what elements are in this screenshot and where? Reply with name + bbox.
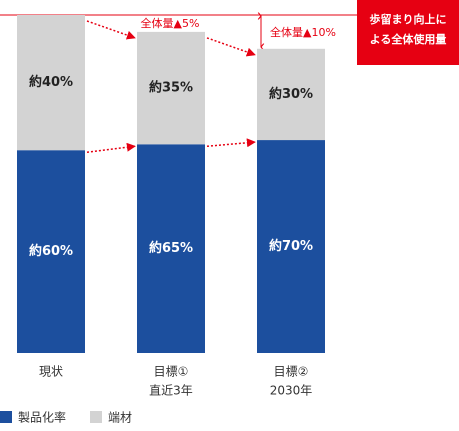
annotation: 全体量▲5% [141, 16, 200, 30]
x-tick-label: 直近3年 [149, 384, 193, 398]
legend-label: 端材 [108, 411, 132, 425]
value-label: 約40% [29, 74, 73, 90]
x-tick-label: 2030年 [270, 384, 313, 398]
bar-segment [257, 140, 325, 353]
annotation: 全体量▲10% [270, 25, 336, 39]
x-tick-label: 目標① [154, 365, 189, 379]
x-tick-label: 現状 [39, 365, 63, 379]
connector-arrow [206, 138, 256, 148]
legend-swatch [0, 411, 12, 423]
bar-segment [137, 31, 205, 145]
bar-segment [257, 48, 325, 141]
legend-swatch [90, 411, 102, 423]
callout-text: 歩留まり向上に [370, 12, 447, 26]
value-label: 約70% [269, 238, 313, 254]
bar-segment [17, 15, 85, 151]
connector-arrow [86, 142, 136, 153]
bar-segment [137, 144, 205, 353]
bar-segment [17, 150, 85, 353]
callout-box [357, 0, 459, 65]
x-tick-label: 目標② [274, 365, 309, 379]
value-label: 約35% [149, 80, 193, 96]
connector-arrow [86, 20, 136, 40]
value-label: 約30% [269, 86, 313, 102]
value-label: 約60% [29, 243, 73, 259]
value-label: 約65% [149, 240, 193, 256]
callout-text: よる全体使用量 [370, 32, 447, 46]
legend-label: 製品化率 [18, 410, 66, 425]
connector-arrow [206, 37, 256, 57]
